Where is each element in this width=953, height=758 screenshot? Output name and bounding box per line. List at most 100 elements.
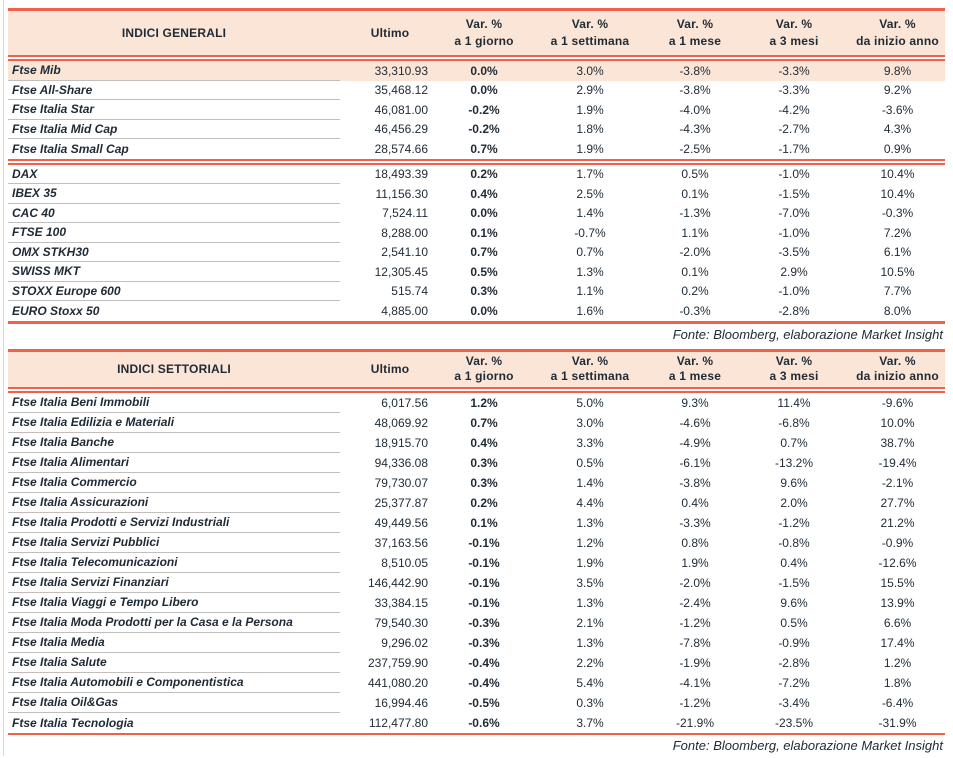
index-name-cell: Ftse Italia Beni Immobili [8, 393, 340, 413]
col-header-var-1-settimana: Var. % a 1 settimana [528, 352, 652, 387]
var-value-cell: 0.4% [780, 555, 808, 570]
var-value-cell: 10.5% [880, 264, 915, 279]
report-page: INDICI GENERALI Ultimo Var. % a 1 giorno… [8, 8, 945, 758]
ultimo-value-cell: 28,574.66 [374, 141, 428, 156]
var-value-cell: -2.1% [881, 475, 914, 490]
table-row: Ftse Italia Telecomunicazioni 8,510.05 -0.… [8, 553, 945, 573]
index-name-cell: Ftse Italia Telecomunicazioni [8, 553, 340, 573]
var-value-cell: -7.0% [778, 206, 810, 221]
index-name-cell: CAC 40 [8, 204, 340, 223]
period-label: da inizio anno [856, 369, 939, 383]
var-value-cell: 7.2% [883, 225, 912, 240]
table-row: Ftse Italia Commercio 79,730.07 0.3% 1.4% -3… [8, 473, 945, 493]
var-value-cell: 6.6% [883, 615, 912, 630]
table-header-row: INDICI GENERALI Ultimo Var. % a 1 giorno… [8, 11, 945, 55]
var-label: Var. % [571, 354, 609, 368]
var-value-cell: -0.1% [468, 575, 500, 590]
table-top-border [8, 348, 945, 352]
var-value-cell: 0.7% [470, 141, 498, 156]
var-value-cell: 0.0% [470, 303, 498, 318]
var-value-cell: 1.3% [576, 595, 604, 610]
table-row: CAC 40 7,524.11 0.0% 1.4% -1.3% -7.0% -0.3% [8, 204, 945, 223]
var-value-cell: -3.5% [778, 245, 810, 260]
var-value-cell: -0.1% [468, 535, 500, 550]
col-header-var-3-mesi: Var. % a 3 mesi [738, 11, 850, 55]
var-value-cell: 0.7% [576, 245, 604, 260]
var-value-cell: 1.3% [576, 635, 604, 650]
var-value-cell: -3.3% [778, 63, 810, 78]
var-value-cell: -4.0% [679, 102, 711, 117]
index-name-cell: Ftse Italia Oil&Gas [8, 693, 340, 713]
var-value-cell: -6.1% [679, 455, 711, 470]
var-value-cell: 0.5% [470, 264, 498, 279]
index-name-cell: DAX [8, 165, 340, 184]
source-note: Fonte: Bloomberg, elaborazione Market In… [672, 737, 943, 753]
col-header-var-1-giorno: Var. % a 1 giorno [440, 11, 528, 55]
ultimo-value-cell: 37,163.56 [374, 535, 428, 550]
table-top-border [8, 8, 945, 11]
var-value-cell: 7.7% [883, 284, 912, 299]
table-bottom-border [8, 320, 945, 324]
var-value-cell: 1.2% [576, 535, 604, 550]
var-value-cell: 1.1% [576, 284, 604, 299]
var-value-cell: 2.1% [576, 615, 604, 630]
source-note: Fonte: Bloomberg, elaborazione Market In… [672, 326, 943, 342]
table-row: EURO Stoxx 50 4,885.00 0.0% 1.6% -0.3% -2.8% 8… [8, 301, 945, 321]
var-value-cell: 6.1% [883, 245, 912, 260]
var-value-cell: -31.9% [878, 715, 917, 730]
col-header-var-1-mese: Var. % a 1 mese [652, 352, 738, 387]
var-value-cell: -0.7% [574, 225, 606, 240]
var-value-cell: -1.3% [679, 206, 711, 221]
ultimo-value-cell: 146,442.90 [367, 575, 428, 590]
ultimo-value-cell: 515.74 [391, 284, 428, 299]
var-value-cell: 0.1% [681, 264, 709, 279]
var-value-cell: -3.8% [679, 63, 711, 78]
var-value-cell: -3.6% [881, 102, 914, 117]
var-value-cell: 0.5% [681, 167, 709, 182]
var-value-cell: 1.8% [576, 122, 604, 137]
ultimo-value-cell: 11,156.30 [375, 186, 429, 201]
var-value-cell: -4.9% [679, 435, 711, 450]
ultimo-value-cell: 9,296.02 [381, 635, 428, 650]
var-value-cell: 0.4% [681, 495, 709, 510]
sector-indices-group: Ftse Italia Beni Immobili 6,017.56 1.2% 5.0… [8, 393, 945, 733]
index-name-cell: Ftse Italia Servizi Pubblici [8, 533, 340, 553]
var-value-cell: -4.2% [778, 102, 810, 117]
var-value-cell: 10.0% [880, 415, 915, 430]
var-value-cell: 4.3% [883, 122, 912, 137]
var-value-cell: -0.4% [468, 655, 500, 670]
var-label: Var. % [775, 17, 813, 31]
var-value-cell: -0.4% [468, 675, 500, 690]
var-value-cell: 0.3% [470, 455, 498, 470]
var-value-cell: 0.0% [470, 206, 498, 221]
table-row: Ftse Mib 33,310.93 0.0% 3.0% -3.8% -3.3% 9.8% [8, 61, 945, 81]
col-header-var-inizio-anno: Var. % da inizio anno [850, 11, 945, 55]
var-value-cell: -1.0% [778, 167, 810, 182]
var-value-cell: -0.6% [468, 715, 500, 730]
var-value-cell: -1.5% [778, 186, 810, 201]
table-row: Ftse Italia Edilizia e Materiali 48,069.9… [8, 413, 945, 433]
var-value-cell: 0.7% [780, 435, 808, 450]
var-value-cell: -1.0% [778, 284, 810, 299]
var-value-cell: 9.6% [780, 595, 808, 610]
var-value-cell: 2.5% [576, 186, 604, 201]
var-value-cell: 0.2% [681, 284, 709, 299]
var-value-cell: -2.8% [778, 655, 810, 670]
table-bottom-border [8, 732, 945, 735]
index-name-cell: Ftse Italia Banche [8, 433, 340, 453]
table-title: INDICI GENERALI [121, 26, 227, 40]
table-row: Ftse Italia Tecnologia 112,477.80 -0.6% 3.7… [8, 713, 945, 733]
col-header-var-1-settimana: Var. % a 1 settimana [528, 11, 652, 55]
var-value-cell: -6.8% [778, 415, 810, 430]
table-row: Ftse All-Share 35,468.12 0.0% 2.9% -3.8% -3.3… [8, 81, 945, 100]
table-row: Ftse Italia Viaggi e Tempo Libero 33,384.… [8, 593, 945, 613]
var-value-cell: 1.2% [470, 395, 498, 410]
ultimo-value-cell: 237,759.90 [367, 655, 428, 670]
var-value-cell: -0.8% [778, 535, 810, 550]
var-value-cell: 1.9% [681, 555, 709, 570]
var-value-cell: 17.4% [880, 635, 915, 650]
var-value-cell: -3.3% [778, 83, 810, 98]
var-value-cell: -0.1% [468, 595, 500, 610]
col-header-ultimo: Ultimo [370, 26, 410, 40]
page-left-border [3, 0, 4, 756]
